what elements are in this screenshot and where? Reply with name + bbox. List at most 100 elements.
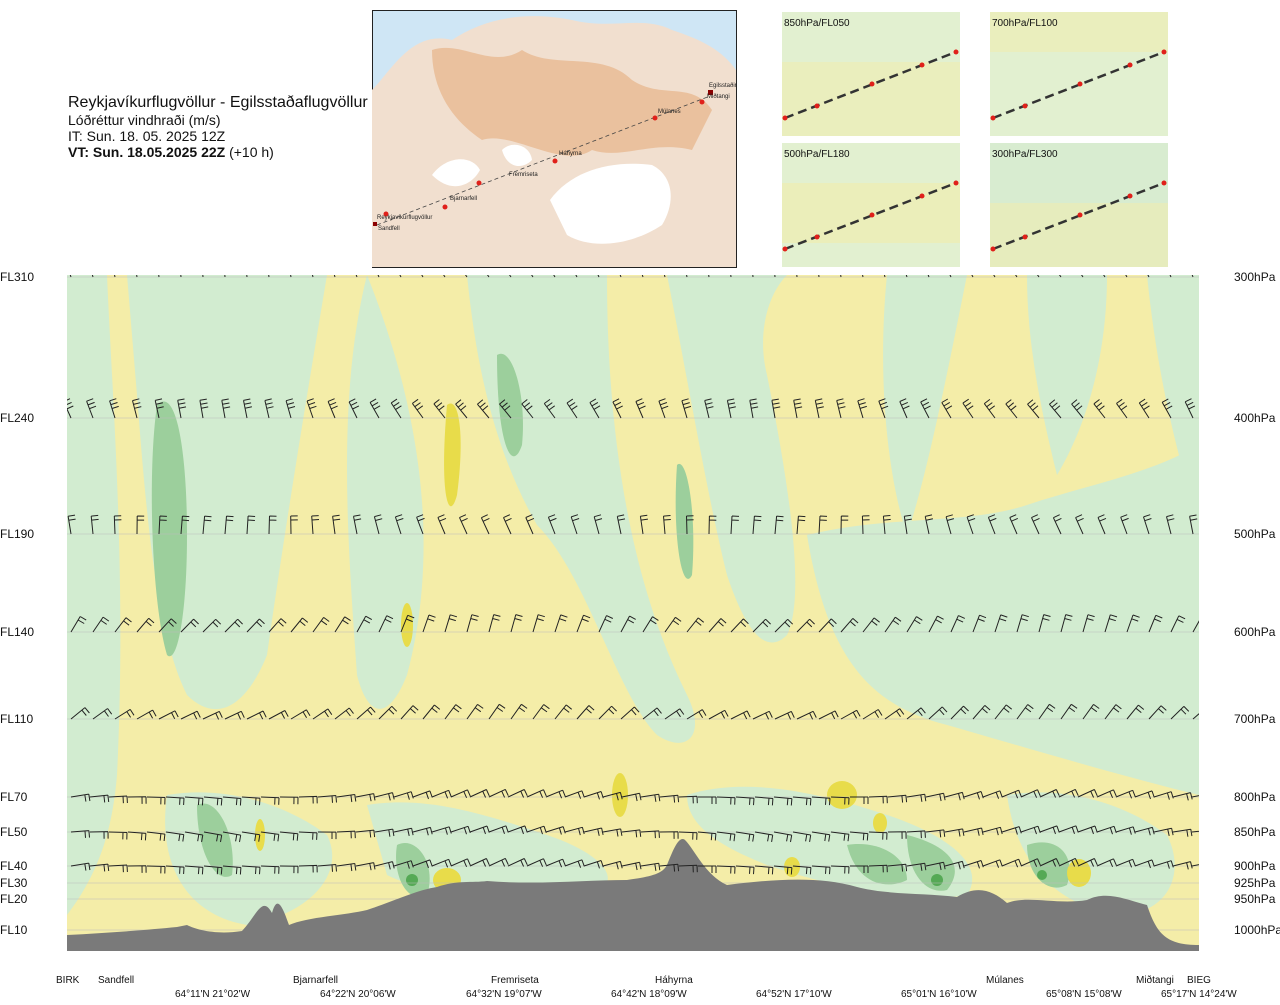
wind-barb	[268, 710, 289, 720]
wind-barb	[982, 790, 1003, 799]
wind-barb	[962, 398, 974, 419]
wind-barb	[678, 864, 698, 873]
wind-barb	[374, 828, 395, 837]
wind-barb	[686, 515, 694, 535]
wind-barb	[1134, 790, 1155, 800]
wind-barb	[1153, 827, 1174, 837]
wind-barb	[378, 705, 398, 720]
wind-barb	[422, 704, 441, 720]
wind-barb	[678, 831, 698, 840]
wind-barb	[526, 858, 547, 867]
waypoint-mulanes: Múlanes	[986, 975, 1024, 986]
wind-barb	[983, 399, 996, 419]
wind-barb	[698, 796, 717, 804]
wind-barb	[906, 793, 927, 802]
wind-barb	[1020, 858, 1041, 867]
wind-barb	[1189, 514, 1198, 535]
wind-barb	[792, 796, 812, 806]
wind-barb	[1115, 789, 1136, 799]
wind-barb	[246, 710, 267, 720]
map-label-mulanes: Múlanes	[658, 109, 681, 115]
wind-barb	[70, 793, 91, 802]
wind-barb	[355, 793, 376, 802]
wind-barb	[963, 860, 984, 869]
wind-barb	[639, 514, 648, 535]
wind-barb	[243, 398, 252, 419]
wind-barb	[642, 616, 659, 633]
wind-barb	[640, 862, 661, 871]
wind-barb	[773, 831, 793, 843]
wind-barb	[906, 707, 926, 720]
wind-barb	[127, 831, 147, 841]
wind-barb	[469, 789, 490, 798]
wind-barb	[348, 398, 360, 419]
wind-barb	[963, 827, 984, 836]
wind-barb	[136, 709, 157, 720]
wind-barb	[1172, 861, 1193, 870]
wind-barb	[659, 863, 680, 872]
wind-barb	[944, 828, 965, 837]
wind-barb	[336, 830, 356, 839]
wind-barb	[659, 831, 679, 839]
thumbnail-300hpa[interactable]: 300hPa/FL300	[990, 143, 1168, 267]
parameter-label: Lóðréttur vindhraði (m/s)	[68, 112, 221, 128]
wind-barb	[1170, 706, 1190, 720]
fl-label-fl190: FL190	[0, 527, 35, 541]
wind-barb	[564, 826, 585, 836]
wind-barb	[920, 398, 931, 419]
wind-barb	[543, 398, 556, 419]
wind-barb	[730, 515, 740, 535]
thumbnail-850hpa[interactable]: 850hPa/FL050	[782, 12, 960, 136]
wind-barb	[708, 515, 717, 535]
wind-barb	[796, 618, 815, 633]
wind-barb	[203, 831, 223, 843]
wind-barb	[1075, 514, 1084, 535]
wind-barb	[752, 515, 762, 535]
wind-barb	[1097, 514, 1107, 535]
fl-label-fl50: FL50	[0, 825, 28, 839]
map-label-egilsstadir: Egilsstaðir	[709, 82, 737, 89]
wind-barb	[754, 796, 774, 806]
wind-barb	[1039, 858, 1060, 867]
wind-barb	[708, 709, 729, 720]
wind-barb	[1096, 858, 1117, 868]
wind-barb	[108, 864, 128, 873]
wind-barb	[127, 796, 147, 804]
wind-barb	[180, 710, 201, 720]
thumbnail-700hpa[interactable]: 700hPa/FL100	[990, 12, 1168, 136]
map-label-midtangi: Miðtangi	[707, 93, 730, 100]
wind-barb	[224, 710, 245, 720]
wind-barb	[925, 861, 946, 871]
valid-time-offset: (+10 h)	[229, 144, 274, 160]
wind-barb	[1172, 828, 1193, 837]
wind-barb	[1027, 399, 1040, 419]
wind-barb	[899, 398, 910, 419]
wind-barb	[459, 514, 468, 535]
wind-barb	[70, 830, 90, 838]
cross-section-plot	[67, 275, 1199, 951]
thumbnail-500hpa[interactable]: 500hPa/FL180	[782, 143, 960, 267]
wind-barb	[566, 398, 578, 419]
wind-barb	[114, 708, 135, 720]
wind-barb	[1172, 792, 1193, 801]
wind-barb	[811, 865, 831, 875]
wind-barb	[664, 616, 682, 633]
wind-barb	[811, 831, 831, 842]
wind-barb	[640, 830, 660, 839]
hpa-label-600: 600hPa	[1234, 625, 1276, 639]
wind-barb	[132, 398, 142, 419]
wind-barb	[298, 831, 318, 840]
wind-barb	[1153, 860, 1174, 869]
wind-barb	[928, 615, 944, 633]
wind-barb	[1192, 713, 1199, 720]
waypoint-midtangi: Miðtangi	[1136, 975, 1174, 986]
wind-barb	[1060, 703, 1078, 720]
wind-barb	[818, 515, 828, 535]
wind-barb	[882, 515, 891, 535]
thumbnail-label-300: 300hPa/FL300	[992, 149, 1058, 160]
wind-barb	[972, 705, 991, 720]
wind-barb	[108, 795, 128, 804]
wind-barb	[840, 709, 861, 720]
valid-time: VT: Sun. 18.05.2025 22Z (+10 h)	[68, 144, 368, 160]
wind-barb	[545, 858, 566, 868]
